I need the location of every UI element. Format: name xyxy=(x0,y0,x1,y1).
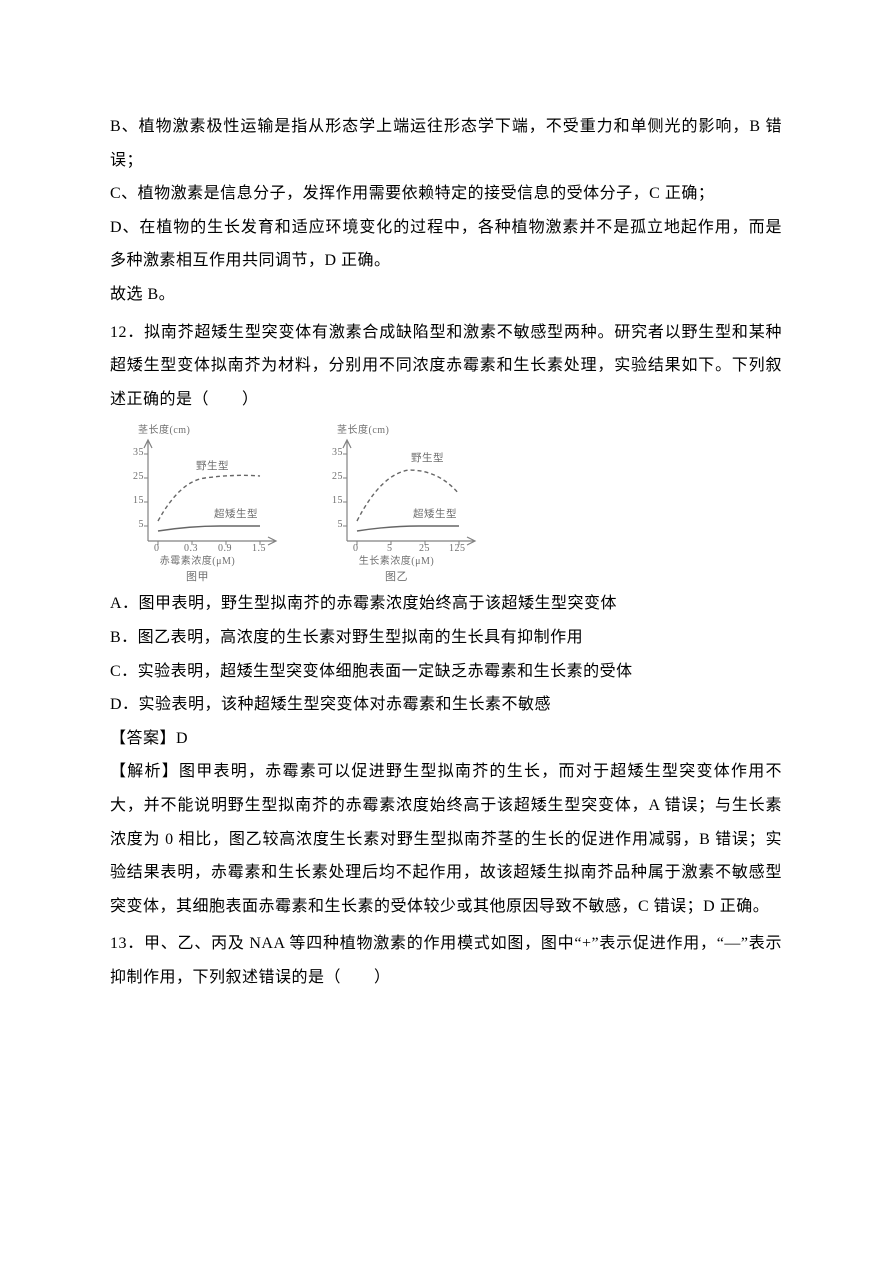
xtick-2r: 25 xyxy=(419,544,430,554)
ytick-5r: 5 xyxy=(338,520,344,530)
ytick-15r: 15 xyxy=(332,496,343,506)
chart-right-caption: 图乙 xyxy=(309,572,484,583)
series-wild-right: 野生型 xyxy=(411,454,444,465)
series-wild-left: 野生型 xyxy=(196,462,229,473)
answer-value: D xyxy=(176,730,188,747)
xtick-3: 1.5 xyxy=(252,544,266,554)
ytick-25: 25 xyxy=(133,472,144,482)
chart-right: 茎长度(cm) 5 15 25 35 0 5 25 125 野生型 超矮生型 xyxy=(309,426,484,581)
charts-row: 茎长度(cm) 5 15 25 35 0 xyxy=(110,426,782,581)
q12-explanation: 【解析】图甲表明，赤霉素可以促进野生型拟南芥的生长，而对于超矮生型突变体作用不大… xyxy=(110,755,782,923)
series-dwarf-left: 超矮生型 xyxy=(214,510,258,521)
xtick-3r: 125 xyxy=(449,544,466,554)
paragraph-b: B、植物激素极性运输是指从形态学上端运往形态学下端，不受重力和单侧光的影响，B … xyxy=(110,110,782,177)
ytick-15: 15 xyxy=(133,496,144,506)
q12-answer-line: 【答案】D xyxy=(110,722,782,756)
q12-stem: 12．拟南芥超矮生型突变体有激素合成缺陷型和激素不敏感型两种。研究者以野生型和某… xyxy=(110,316,782,417)
explanation-label: 【解析】 xyxy=(110,763,179,780)
chart-right-xlabel: 生长素浓度(μM) xyxy=(309,557,484,567)
chart-left: 茎长度(cm) 5 15 25 35 0 xyxy=(110,426,285,581)
xtick-1: 0.3 xyxy=(184,544,198,554)
q12-opt-d: D．实验表明，该种超矮生型突变体对赤霉素和生长素不敏感 xyxy=(110,688,782,722)
q12-opt-a: A．图甲表明，野生型拟南芥的赤霉素浓度始终高于该超矮生型突变体 xyxy=(110,587,782,621)
xtick-0: 0 xyxy=(154,544,160,554)
xtick-2: 0.9 xyxy=(218,544,232,554)
paragraph-choose: 故选 B。 xyxy=(110,278,782,312)
q12-opt-c: C．实验表明，超矮生型突变体细胞表面一定缺乏赤霉素和生长素的受体 xyxy=(110,655,782,689)
paragraph-d: D、在植物的生长发育和适应环境变化的过程中，各种植物激素并不是孤立地起作用，而是… xyxy=(110,211,782,278)
xtick-1r: 5 xyxy=(387,544,393,554)
ytick-25r: 25 xyxy=(332,472,343,482)
answer-label: 【答案】 xyxy=(110,730,176,747)
paragraph-c: C、植物激素是信息分子，发挥作用需要依赖特定的接受信息的受体分子，C 正确； xyxy=(110,177,782,211)
chart-left-xlabel: 赤霉素浓度(μM) xyxy=(110,557,285,567)
explanation-text: 图甲表明，赤霉素可以促进野生型拟南芥的生长，而对于超矮生型突变体作用不大，并不能… xyxy=(110,763,782,914)
ytick-35: 35 xyxy=(133,448,144,458)
q12-opt-b: B．图乙表明，高浓度的生长素对野生型拟南的生长具有抑制作用 xyxy=(110,621,782,655)
series-dwarf-right: 超矮生型 xyxy=(413,510,457,521)
xtick-0r: 0 xyxy=(353,544,359,554)
chart-left-caption: 图甲 xyxy=(110,572,285,583)
ytick-5: 5 xyxy=(139,520,145,530)
q13-stem: 13．甲、乙、丙及 NAA 等四种植物激素的作用模式如图，图中“+”表示促进作用… xyxy=(110,927,782,994)
ytick-35r: 35 xyxy=(332,448,343,458)
